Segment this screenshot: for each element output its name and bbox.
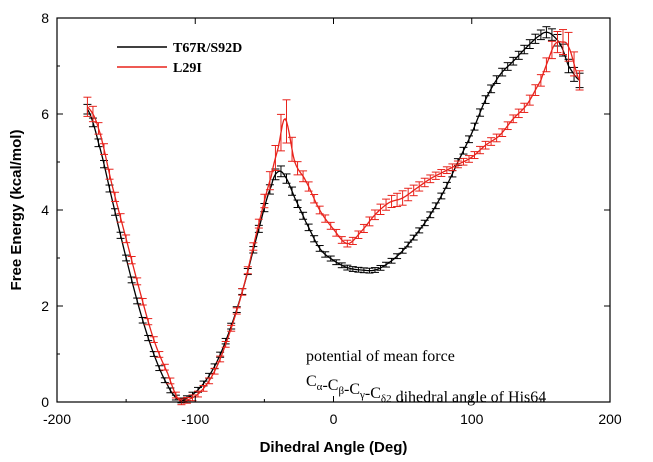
annotation-line-1: potential of mean force bbox=[306, 348, 455, 365]
y-tick-label: 2 bbox=[41, 298, 49, 314]
annotation-part: -C bbox=[365, 385, 381, 402]
x-tick-label: -200 bbox=[43, 411, 71, 427]
series-line bbox=[86, 31, 580, 402]
annotation-part: C bbox=[306, 373, 317, 390]
y-tick-label: 0 bbox=[41, 394, 49, 410]
plot-area bbox=[83, 26, 584, 406]
plot-frame bbox=[56, 17, 611, 403]
y-axis-label: Free Energy (kcal/mol) bbox=[8, 130, 25, 291]
y-tick-label: 8 bbox=[41, 10, 49, 26]
x-axis-label: Dihedral Angle (Deg) bbox=[260, 439, 408, 456]
x-tick-label: 0 bbox=[330, 411, 338, 427]
annotation-part: -C bbox=[322, 377, 338, 394]
x-tick-label: -100 bbox=[181, 411, 209, 427]
y-tick-label: 6 bbox=[41, 106, 49, 122]
annotation-subscript: β bbox=[338, 385, 344, 397]
annotation-subscript: γ bbox=[359, 389, 365, 401]
x-tick-label: 200 bbox=[598, 411, 622, 427]
annotation-part: -C bbox=[344, 381, 360, 398]
legend-label-l29i: L29I bbox=[173, 61, 202, 76]
legend-label-t67r-s92d: T67R/S92D bbox=[173, 41, 242, 56]
y-tick-label: 4 bbox=[41, 202, 49, 218]
annotation-subscript: α bbox=[317, 381, 323, 393]
axis-ticks: -200 -100 0 100 200 0 2 4 6 8 bbox=[41, 10, 622, 427]
x-tick-label: 100 bbox=[460, 411, 484, 427]
annotation-subscript: δ2 bbox=[381, 393, 392, 405]
annotation-part: dihedral angle of His64 bbox=[392, 389, 547, 406]
series-0 bbox=[83, 26, 584, 404]
annotation-line-2: Cα-Cβ-Cγ-Cδ2 dihedral angle of His64 bbox=[306, 373, 546, 406]
series-1 bbox=[83, 29, 584, 406]
legend: T67R/S92D L29I bbox=[117, 41, 242, 76]
